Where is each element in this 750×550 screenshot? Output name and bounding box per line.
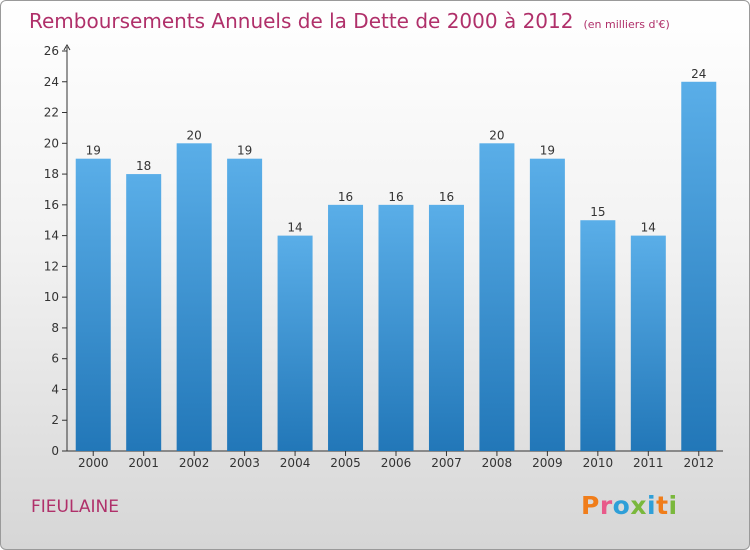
data-label: 16 (388, 190, 403, 204)
x-tick-label: 2012 (683, 456, 714, 470)
y-tick-label: 4 (51, 382, 59, 396)
y-tick-label: 26 (44, 44, 59, 58)
logo-letter: i (668, 491, 678, 520)
logo-letter: x (630, 491, 647, 520)
title-text: Remboursements Annuels de la Dette de 20… (29, 9, 574, 33)
bar (328, 204, 364, 451)
chart-title: Remboursements Annuels de la Dette de 20… (29, 9, 670, 33)
y-tick-label: 12 (44, 259, 59, 273)
y-tick-label: 14 (44, 229, 59, 243)
bar (176, 143, 212, 452)
data-label: 16 (439, 190, 454, 204)
bar (75, 158, 111, 451)
x-tick-label: 2008 (482, 456, 513, 470)
x-tick-label: 2004 (280, 456, 311, 470)
data-label: 20 (187, 128, 202, 142)
y-tick-label: 24 (44, 75, 59, 89)
y-tick-label: 10 (44, 290, 59, 304)
y-tick-label: 22 (44, 106, 59, 120)
bar (529, 158, 565, 451)
y-tick-label: 16 (44, 198, 59, 212)
x-tick-label: 2003 (229, 456, 260, 470)
bar (479, 143, 515, 452)
x-tick-label: 2000 (78, 456, 109, 470)
bar (428, 204, 464, 451)
x-tick-label: 2007 (431, 456, 462, 470)
data-label: 20 (489, 128, 504, 142)
y-tick-label: 20 (44, 136, 59, 150)
y-tick-label: 18 (44, 167, 59, 181)
bar (126, 174, 162, 452)
x-tick-label: 2002 (179, 456, 210, 470)
unit-note: (en milliers d'€) (583, 18, 670, 31)
logo-letter: i (647, 491, 657, 520)
data-label: 24 (691, 67, 706, 81)
y-tick-label: 2 (51, 413, 59, 427)
logo-letter: o (612, 491, 631, 520)
x-tick-label: 2010 (583, 456, 614, 470)
data-label: 19 (540, 144, 555, 158)
x-tick-label: 2005 (330, 456, 361, 470)
bar (580, 220, 616, 451)
y-axis-arrow (63, 44, 71, 51)
data-label: 14 (287, 221, 302, 235)
x-tick-label: 2009 (532, 456, 563, 470)
data-label: 16 (338, 190, 353, 204)
logo-letter: r (599, 491, 613, 520)
data-label: 19 (86, 144, 101, 158)
bar (277, 235, 313, 451)
data-label: 18 (136, 159, 151, 173)
y-tick-label: 6 (51, 352, 59, 366)
place-name: FIEULAINE (31, 497, 119, 517)
bar (630, 235, 666, 451)
data-label: 14 (641, 221, 656, 235)
bar (681, 81, 717, 452)
bar (378, 204, 414, 451)
x-tick-label: 2011 (633, 456, 664, 470)
x-tick-label: 2006 (381, 456, 412, 470)
data-label: 19 (237, 144, 252, 158)
x-tick-label: 2001 (128, 456, 159, 470)
logo-letter: P (581, 491, 600, 520)
bar (227, 158, 263, 451)
logo-letter: t (656, 491, 669, 520)
y-tick-label: 8 (51, 321, 59, 335)
y-tick-label: 0 (51, 444, 59, 458)
proxiti-logo: Proxiti (581, 491, 678, 520)
data-label: 15 (590, 205, 605, 219)
